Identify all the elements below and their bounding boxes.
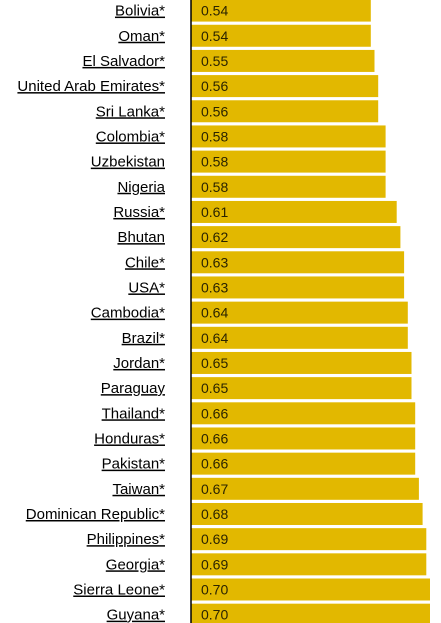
bar: [191, 100, 379, 123]
value-label: 0.65: [201, 355, 228, 371]
value-label: 0.70: [201, 582, 228, 598]
bars-group: [191, 0, 430, 623]
country-label[interactable]: Bolivia*: [115, 3, 165, 20]
value-label: 0.63: [201, 254, 228, 270]
country-label[interactable]: Uzbekistan: [91, 154, 165, 171]
bar: [191, 528, 427, 551]
bar: [191, 553, 427, 576]
bar: [191, 301, 408, 324]
value-labels-group: 0.54 0.54 0.55 0.56 0.56 0.58 0.58 0.58 0.61 0.62…: [201, 3, 228, 623]
bar: [191, 24, 371, 47]
bar: [191, 351, 412, 374]
country-label[interactable]: Georgia*: [106, 556, 165, 573]
value-label: 0.70: [201, 607, 228, 623]
bar: [191, 226, 401, 249]
bar: [191, 452, 416, 475]
bar: [191, 477, 419, 500]
value-label: 0.66: [201, 456, 228, 472]
value-label: 0.58: [201, 154, 228, 170]
bar: [191, 276, 405, 299]
country-label[interactable]: Pakistan*: [102, 456, 166, 473]
country-label[interactable]: Philippines*: [87, 531, 166, 548]
bar: [191, 251, 405, 274]
bar: [191, 603, 430, 623]
country-labels-group: Bolivia* Oman* El Salvador* United Arab Emi…: [17, 3, 165, 623]
value-label: 0.66: [201, 430, 228, 446]
country-label[interactable]: Thailand*: [102, 405, 166, 422]
country-label[interactable]: Oman*: [118, 28, 165, 45]
value-label: 0.69: [201, 556, 228, 572]
value-label: 0.58: [201, 179, 228, 195]
country-label[interactable]: USA*: [128, 279, 165, 296]
value-label: 0.66: [201, 405, 228, 421]
value-label: 0.54: [201, 3, 228, 19]
country-label[interactable]: Taiwan*: [112, 481, 165, 498]
value-label: 0.62: [201, 229, 228, 245]
value-label: 0.64: [201, 330, 228, 346]
country-label[interactable]: Honduras*: [94, 430, 165, 447]
bar: [191, 150, 386, 173]
country-label[interactable]: Sierra Leone*: [73, 582, 165, 599]
country-label[interactable]: United Arab Emirates*: [17, 78, 165, 95]
country-label[interactable]: El Salvador*: [82, 53, 165, 70]
value-label: 0.54: [201, 28, 228, 44]
country-label[interactable]: Nigeria: [117, 179, 165, 196]
country-label[interactable]: Sri Lanka*: [96, 103, 165, 120]
bar: [191, 49, 375, 72]
bar: [191, 200, 397, 223]
bar: [191, 502, 423, 525]
bar: [191, 402, 416, 425]
country-label[interactable]: Russia*: [113, 204, 165, 221]
value-label: 0.58: [201, 128, 228, 144]
bar: [191, 125, 386, 148]
bar: [191, 175, 386, 198]
country-label[interactable]: Chile*: [125, 254, 165, 271]
value-label: 0.64: [201, 305, 228, 321]
country-label[interactable]: Guyana*: [107, 607, 166, 623]
bar: [191, 427, 416, 450]
bar: [191, 326, 408, 349]
country-label[interactable]: Cambodia*: [91, 305, 165, 322]
country-label[interactable]: Dominican Republic*: [26, 506, 165, 523]
value-label: 0.63: [201, 279, 228, 295]
country-label[interactable]: Colombia*: [96, 128, 165, 145]
value-label: 0.56: [201, 78, 228, 94]
value-label: 0.67: [201, 481, 228, 497]
value-label: 0.68: [201, 506, 228, 522]
value-label: 0.65: [201, 380, 228, 396]
value-label: 0.55: [201, 53, 228, 69]
value-label: 0.56: [201, 103, 228, 119]
bar: [191, 0, 371, 22]
value-label: 0.69: [201, 531, 228, 547]
bar: [191, 578, 430, 601]
country-label[interactable]: Brazil*: [122, 330, 166, 347]
bar: [191, 377, 412, 400]
country-label[interactable]: Jordan*: [113, 355, 165, 372]
country-label[interactable]: Paraguay: [101, 380, 166, 397]
bar: [191, 75, 379, 98]
value-label: 0.61: [201, 204, 228, 220]
country-label[interactable]: Bhutan: [117, 229, 165, 246]
